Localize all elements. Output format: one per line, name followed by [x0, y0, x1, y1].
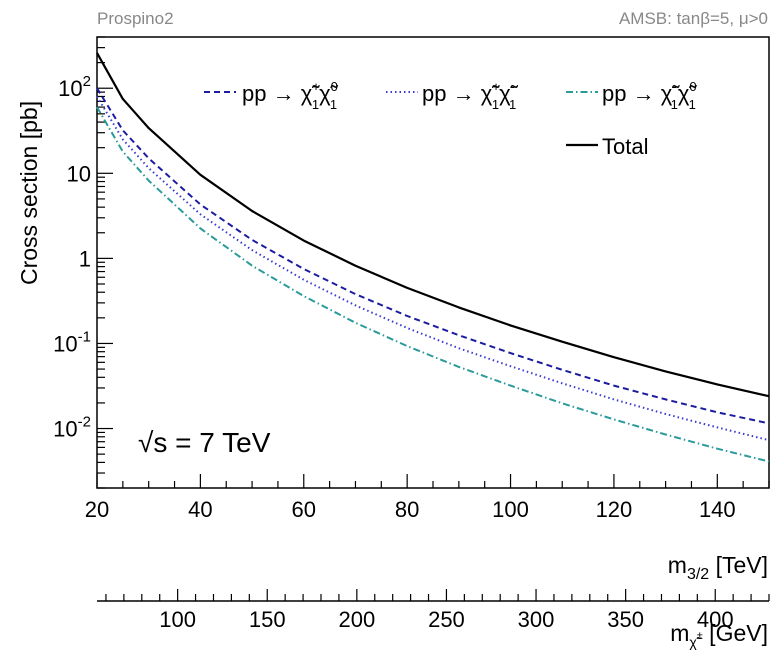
y-axis-ticks: 10-2 10-1 1 10 102 [53, 36, 113, 489]
x-axis-title: m3/2 [TeV] [668, 552, 768, 583]
secondary-axis-title: mχ̃± [GeV] [670, 620, 768, 650]
series-line-dashed [96, 87, 770, 425]
y-axis-title: Cross section [pb] [16, 101, 42, 285]
y-tick-label: 10-1 [53, 328, 91, 356]
secondary-tick-label: 150 [249, 607, 286, 632]
series-line-total [96, 52, 770, 398]
legend-label-chargino-pair: pp → χ̃+ 1χ̃-1 [422, 79, 519, 112]
legend-label-total: Total [602, 134, 648, 159]
x-tick-label: 120 [596, 497, 633, 522]
secondary-tick-label: 100 [159, 607, 196, 632]
model-label: AMSB: tanβ=5, μ>0 [619, 9, 768, 28]
x-tick-label: 140 [699, 497, 736, 522]
series-line-dashdot [96, 106, 770, 463]
x-tick-label: 40 [188, 497, 212, 522]
y-tick-label: 10 [67, 161, 91, 186]
x-axis-ticks: 20 40 60 80 100 120 140 [85, 474, 770, 522]
series-group [96, 52, 770, 463]
secondary-tick-label: 400 [697, 607, 734, 632]
y-tick-label: 102 [58, 73, 91, 101]
secondary-tick-label: 300 [518, 607, 555, 632]
secondary-tick-label: 350 [607, 607, 644, 632]
x-tick-label: 100 [492, 497, 529, 522]
y-tick-label: 1 [79, 246, 91, 271]
program-label: Prospino2 [97, 9, 174, 28]
series-line-dotted [96, 95, 770, 442]
y-tick-label: 10-2 [53, 414, 91, 442]
x-tick-label: 60 [292, 497, 316, 522]
secondary-tick-label: 200 [338, 607, 375, 632]
secondary-tick-label: 250 [428, 607, 465, 632]
secondary-axis-ticks: 100 150 200 250 300 350 400 [105, 589, 770, 632]
energy-annotation: √s = 7 TeV [138, 427, 271, 458]
x-tick-label: 80 [395, 497, 419, 522]
x-tick-label: 20 [85, 497, 109, 522]
legend-label-chargino-minus-neutralino: pp → χ̃-1χ̃0 1 [602, 79, 697, 112]
legend: pp → χ̃+ 1χ̃0 1 pp → χ̃+ 1χ̃-1 pp → χ̃-1χ̃0… [204, 79, 697, 159]
legend-label-chargino-neutralino: pp → χ̃+ 1χ̃0 1 [242, 79, 339, 112]
